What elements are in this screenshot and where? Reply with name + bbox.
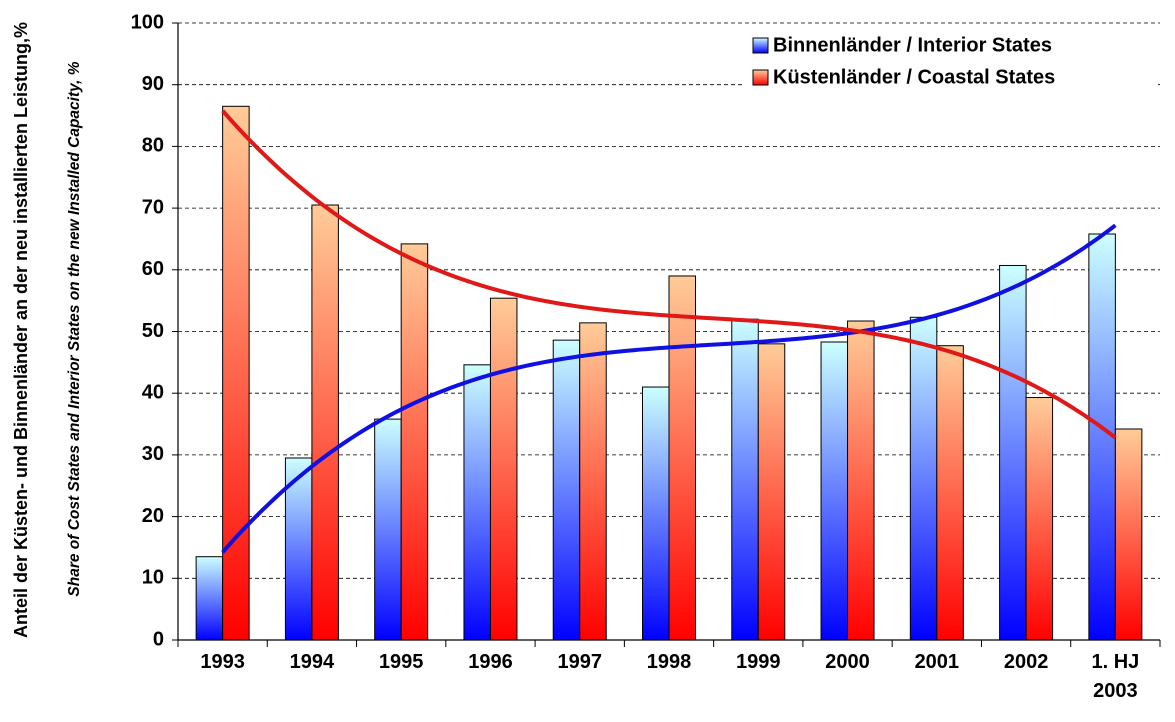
bar	[400, 243, 429, 641]
bar	[374, 418, 402, 641]
x-tick-label: 1996	[468, 651, 513, 673]
legend-swatch	[752, 69, 769, 86]
bar	[999, 264, 1027, 641]
y-tick-label: 80	[142, 135, 164, 157]
bar	[936, 345, 964, 641]
bar	[668, 275, 696, 641]
bar	[195, 556, 224, 641]
bar	[731, 318, 759, 641]
bar	[311, 204, 339, 641]
y-tick-label: 70	[142, 196, 164, 218]
legend-label: Küstenländer / Coastal States	[773, 66, 1055, 88]
bar	[222, 105, 250, 641]
bar	[757, 343, 786, 641]
legend-label: Binnenländer / Interior States	[773, 34, 1052, 56]
y-axis-label: Anteil der Küsten- und Binnenländer an d…	[11, 21, 31, 639]
bar	[463, 364, 491, 641]
y-tick-label: 100	[131, 11, 164, 33]
legend-box	[745, 30, 1158, 96]
y-tick-label: 40	[142, 381, 164, 403]
x-tick-label: 1995	[378, 651, 424, 673]
bar	[489, 297, 518, 641]
y-tick-label: 20	[142, 505, 164, 527]
bar	[820, 341, 849, 641]
x-tick-label: 1997	[557, 651, 602, 673]
bar	[847, 320, 875, 641]
y-tick-label: 30	[142, 443, 164, 465]
bar	[1025, 397, 1054, 641]
bar	[909, 316, 938, 641]
trend-line	[221, 223, 1117, 554]
bar	[1114, 428, 1143, 641]
bar	[552, 339, 581, 641]
x-tick-label: 2002	[1003, 651, 1049, 673]
y-tick-label: 10	[142, 567, 164, 589]
x-tick-label: 2000	[825, 651, 870, 673]
y-axis-sublabel: Share of Cost States and Interior States…	[66, 61, 83, 597]
trend-line	[221, 109, 1117, 440]
y-tick-label: 0	[153, 628, 164, 650]
y-tick-label: 60	[142, 258, 164, 280]
y-tick-label: 90	[142, 73, 164, 95]
x-tick-label: 1998	[646, 651, 692, 673]
x-tick-label: 1. HJ 2003	[1091, 651, 1140, 702]
y-tick-label: 50	[142, 320, 164, 342]
x-tick-label: 1999	[736, 651, 781, 673]
bar	[642, 386, 670, 641]
x-tick-label: 2001	[914, 651, 960, 673]
legend-swatch	[752, 37, 769, 54]
x-tick-label: 1994	[289, 651, 335, 673]
bar	[579, 322, 607, 641]
x-tick-label: 1993	[200, 651, 245, 673]
